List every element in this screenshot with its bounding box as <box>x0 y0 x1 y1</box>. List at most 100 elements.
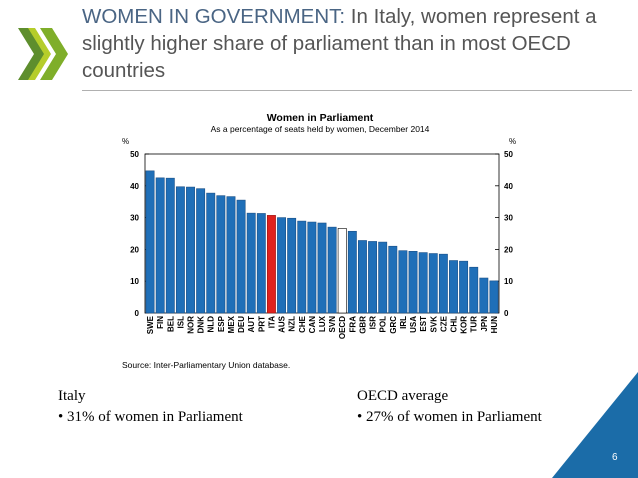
oecd-summary-bullet: • 27% of women in Parliament <box>357 409 542 425</box>
bar-svn <box>327 226 337 314</box>
x-tick-label-nor: NOR <box>187 316 196 334</box>
x-tick-label-deu: DEU <box>237 316 246 333</box>
bar-oecd <box>337 228 347 314</box>
bar-esp <box>216 195 226 314</box>
bar-hun <box>489 280 499 314</box>
x-tick-label-lux: LUX <box>318 315 327 332</box>
x-tick-label-isl: ISL <box>176 316 185 329</box>
bar-pol <box>378 241 388 314</box>
x-tick-label-usa: USA <box>409 316 418 333</box>
bar-grc <box>388 245 398 314</box>
x-tick-label-kor: KOR <box>460 316 469 334</box>
x-tick-label-grc: GRC <box>389 316 398 334</box>
x-tick-label-fin: FIN <box>156 316 165 329</box>
y-tick-label-right: 10 <box>504 277 513 286</box>
italy-summary: Italy • 31% of women in Parliament <box>58 386 243 428</box>
x-tick-label-irl: IRL <box>399 316 408 329</box>
x-tick-label-aut: AUT <box>247 316 256 333</box>
bar-est <box>418 252 428 314</box>
y-tick-label-left: 0 <box>135 309 140 318</box>
bar-gbr <box>358 240 367 314</box>
bar-deu <box>236 199 246 314</box>
bar-kor <box>459 260 469 314</box>
page-number: 6 <box>612 452 618 463</box>
x-tick-label-est: EST <box>419 316 428 332</box>
title-divider <box>82 90 632 91</box>
chart-source: Source: Inter-Parliamentary Union databa… <box>122 360 291 370</box>
bar-lux <box>317 222 327 314</box>
x-tick-label-ita: ITA <box>267 316 276 329</box>
bar-aut <box>246 212 256 314</box>
x-tick-label-jpn: JPN <box>480 316 489 332</box>
bar-prt <box>256 213 266 314</box>
x-tick-label-nzl: NZL <box>288 316 297 332</box>
bar-can <box>307 221 317 314</box>
slide-title-prefix: WOMEN IN GOVERNMENT: <box>82 5 346 28</box>
bar-dnk <box>196 188 206 314</box>
slide-title-text: In Italy, women represent a slightly hig… <box>82 5 597 82</box>
slide-title: WOMEN IN GOVERNMENT: In Italy, women rep… <box>82 3 627 84</box>
x-tick-label-nld: NLD <box>207 316 216 333</box>
x-tick-label-chl: CHL <box>449 316 458 333</box>
y-tick-label-left: 40 <box>130 182 139 191</box>
chart-subtitle: As a percentage of seats held by women, … <box>210 124 430 134</box>
bar-isl <box>175 186 185 314</box>
x-tick-label-svn: SVN <box>328 316 337 333</box>
bar-jpn <box>479 277 489 314</box>
oecd-summary: OECD average • 27% of women in Parliamen… <box>357 386 542 428</box>
x-tick-label-mex: MEX <box>227 315 236 333</box>
x-tick-label-che: CHE <box>298 315 307 333</box>
corner-decoration <box>552 372 638 478</box>
bar-aus <box>277 217 286 314</box>
x-tick-label-cze: CZE <box>439 315 448 332</box>
italy-summary-bullet: • 31% of women in Parliament <box>58 409 243 425</box>
x-tick-label-prt: PRT <box>257 316 266 332</box>
x-tick-label-tur: TUR <box>470 316 479 333</box>
bar-isr <box>368 241 378 314</box>
y-tick-label-left: 50 <box>130 150 139 159</box>
bar-mex <box>226 196 236 314</box>
bar-nzl <box>287 217 297 314</box>
bar-nld <box>206 192 216 314</box>
x-tick-label-svk: SVK <box>429 316 438 333</box>
bar-nor <box>186 186 195 314</box>
bar-svk <box>428 253 438 314</box>
y-tick-label-right: 30 <box>504 214 513 223</box>
y-tick-label-right: 40 <box>504 182 513 191</box>
y-axis-unit-right: % <box>509 137 517 146</box>
y-tick-label-left: 10 <box>130 277 139 286</box>
y-tick-label-left: 30 <box>130 214 139 223</box>
italy-summary-heading: Italy <box>58 388 86 404</box>
y-tick-label-left: 20 <box>130 245 139 254</box>
bar-tur <box>469 266 479 314</box>
bar-bel <box>165 177 175 314</box>
x-tick-label-isr: ISR <box>369 316 378 330</box>
bar-fin <box>155 177 165 314</box>
bar-swe <box>145 170 155 314</box>
bar-chl <box>449 260 458 314</box>
bar-che <box>297 220 307 314</box>
bar-cze <box>438 253 448 314</box>
y-tick-label-right: 50 <box>504 150 513 159</box>
x-tick-label-gbr: GBR <box>358 316 367 334</box>
x-tick-label-fra: FRA <box>348 316 357 333</box>
x-tick-label-pol: POL <box>379 316 388 333</box>
bar-fra <box>347 230 357 314</box>
chart-title: Women in Parliament <box>266 112 374 124</box>
oecd-summary-heading: OECD average <box>357 388 449 404</box>
oecd-logo <box>18 28 68 80</box>
bar-irl <box>398 250 408 314</box>
x-tick-label-bel: BEL <box>166 316 175 332</box>
x-tick-label-hun: HUN <box>490 316 499 334</box>
x-tick-label-can: CAN <box>308 316 317 334</box>
x-tick-label-oecd: OECD <box>338 316 347 339</box>
x-tick-label-dnk: DNK <box>197 316 206 334</box>
x-tick-label-esp: ESP <box>217 315 226 332</box>
x-tick-label-swe: SWE <box>146 315 155 334</box>
y-tick-label-right: 0 <box>504 309 509 318</box>
y-axis-unit-left: % <box>122 137 130 146</box>
y-tick-label-right: 20 <box>504 245 513 254</box>
x-tick-label-aus: AUS <box>278 315 287 333</box>
